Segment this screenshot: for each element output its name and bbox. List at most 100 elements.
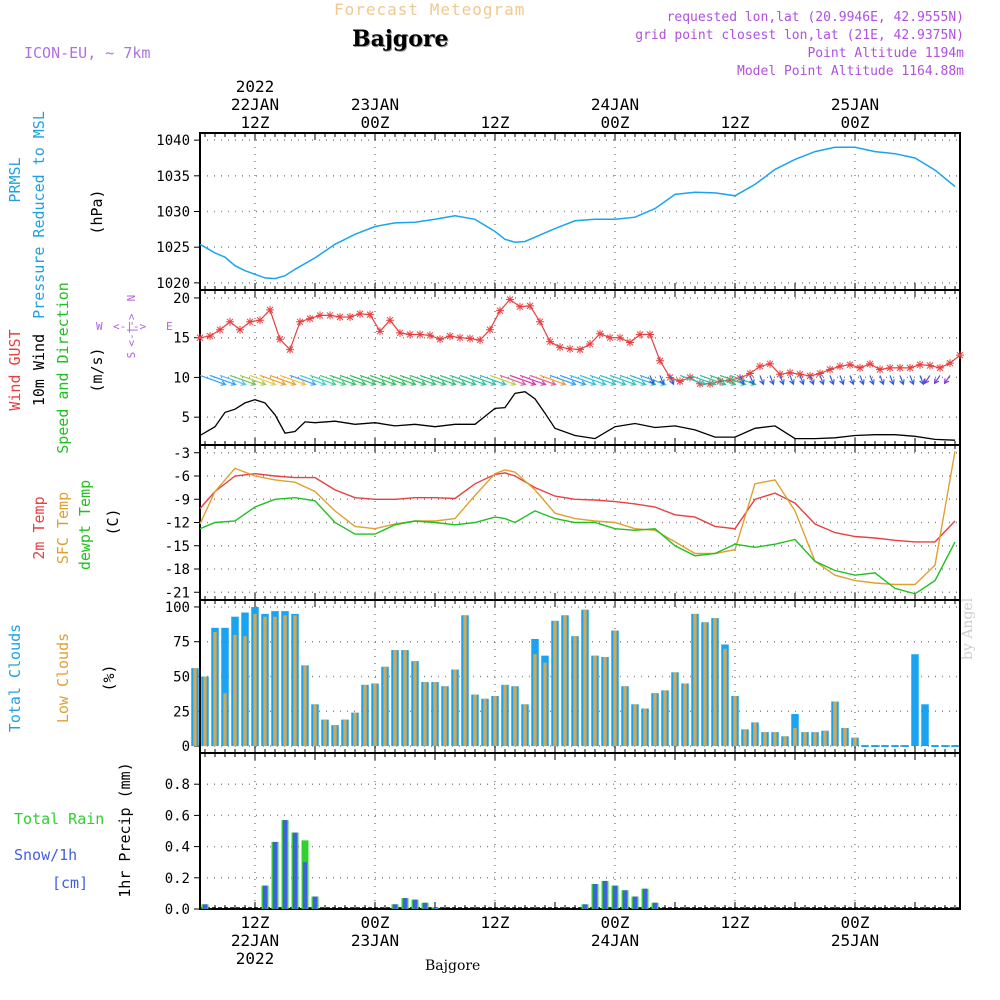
wind-direction-arrow — [933, 375, 941, 385]
gust-marker — [646, 330, 654, 339]
gust-marker — [376, 327, 384, 336]
arrow-shaft — [469, 374, 496, 386]
arrow-shaft — [829, 375, 834, 385]
arrow-shaft — [849, 375, 854, 385]
bottom-time-label: 12Z — [241, 913, 270, 932]
gust-label: Wind GUST — [6, 329, 24, 410]
gust-marker — [736, 374, 744, 383]
compass-s: S — [125, 352, 138, 359]
arrow-shaft — [919, 375, 924, 385]
arrow-shaft — [799, 375, 804, 385]
gust-marker — [626, 338, 634, 347]
arrow-head — [250, 380, 257, 386]
snow-bar — [642, 888, 648, 909]
low-cloud-bar — [263, 616, 267, 747]
low-cloud-bar — [803, 732, 807, 747]
snow-bar — [432, 907, 438, 909]
arrow-head — [220, 380, 227, 386]
snow-bar — [592, 884, 598, 909]
y-tick-label: 5 — [182, 410, 190, 426]
low-cloud-bar — [453, 669, 457, 747]
wind-direction-arrow — [519, 374, 547, 386]
wind-direction-arrow — [419, 374, 447, 386]
snow-bar — [622, 890, 628, 909]
y-tick-label: 1040 — [156, 133, 190, 149]
low-cloud-bar — [463, 615, 467, 747]
gust-marker — [366, 310, 374, 319]
arrow-head — [859, 379, 865, 386]
arrow-head — [550, 380, 557, 386]
gust-marker — [796, 370, 804, 379]
low-cloud-bar — [713, 618, 717, 747]
arrow-shaft — [879, 375, 884, 385]
arrow-shaft — [359, 374, 386, 386]
arrow-shaft — [899, 375, 904, 385]
bottom-time-label: 23JAN — [351, 931, 399, 950]
arrow-shaft — [659, 375, 664, 385]
low-cloud-bar — [633, 704, 637, 747]
wind-direction-arrow — [923, 375, 931, 385]
snow-bar — [602, 880, 608, 909]
low-cloud-bar — [363, 684, 367, 747]
wind-direction-arrow — [649, 375, 655, 386]
model-point-altitude: Model Point Altitude 1164.88m — [737, 64, 964, 79]
arrow-shaft — [769, 375, 774, 385]
wind-direction-arrow — [309, 374, 337, 386]
arrow-head — [869, 379, 875, 386]
arrow-shaft — [789, 375, 794, 385]
arrow-shaft — [529, 374, 556, 386]
wind-direction-arrow — [689, 374, 717, 386]
arrow-head — [819, 379, 825, 386]
snow-bar — [582, 904, 588, 909]
arrow-head — [450, 380, 457, 386]
arrow-shaft — [379, 374, 406, 386]
arrow-head — [630, 380, 637, 386]
low-cloud-bar — [623, 686, 627, 747]
arrow-head — [919, 379, 925, 386]
wind-direction-arrow — [779, 375, 785, 386]
wind-direction-arrow — [749, 375, 755, 386]
arrow-shaft — [869, 375, 874, 385]
arrow-shaft — [549, 374, 576, 386]
gust-marker — [906, 363, 914, 372]
gust-marker — [466, 334, 474, 343]
low-cloud-bar — [553, 620, 557, 747]
snow-bar — [652, 902, 658, 909]
gust-marker — [836, 362, 844, 371]
total-cloud-bar — [221, 627, 229, 747]
bottom-time-label: 24JAN — [591, 931, 639, 950]
low-cloud-bar — [223, 693, 227, 747]
wind-direction-arrow — [659, 375, 665, 386]
wind-direction-arrow — [539, 374, 567, 386]
wind-direction-arrow — [619, 374, 647, 386]
gust-marker — [256, 316, 264, 325]
wind-direction-arrow — [459, 374, 487, 386]
dewpt-label: dewpt Temp — [76, 480, 94, 570]
wind-direction-arrow — [469, 374, 497, 386]
gust-marker — [206, 332, 214, 341]
y-tick-label: 20 — [173, 291, 190, 307]
arrow-shaft — [649, 375, 654, 385]
arrow-head — [260, 380, 267, 386]
low-cloud-bar — [663, 690, 667, 747]
wind-speed-line — [199, 391, 956, 441]
arrow-head — [620, 380, 627, 386]
arrow-shaft — [779, 375, 784, 385]
clouds-unit: (%) — [100, 664, 118, 691]
low-cloud-bar — [243, 636, 247, 747]
y-tick-label: 0.0 — [165, 902, 190, 918]
arrow-shaft — [499, 374, 526, 386]
arrow-head — [933, 378, 940, 385]
panel-frame — [199, 752, 961, 910]
pressure-unit: (hPa) — [88, 189, 106, 234]
arrow-head — [570, 380, 577, 386]
snow-bar — [282, 820, 288, 909]
wind-direction-arrow — [259, 374, 287, 386]
arrow-head — [420, 380, 427, 386]
wind-direction-arrow — [509, 374, 537, 386]
wind-direction-arrow — [879, 375, 885, 386]
wind-direction-arrow — [919, 375, 925, 386]
arrow-head — [300, 380, 307, 386]
arrow-shaft — [489, 374, 516, 386]
gust-marker — [896, 363, 904, 372]
